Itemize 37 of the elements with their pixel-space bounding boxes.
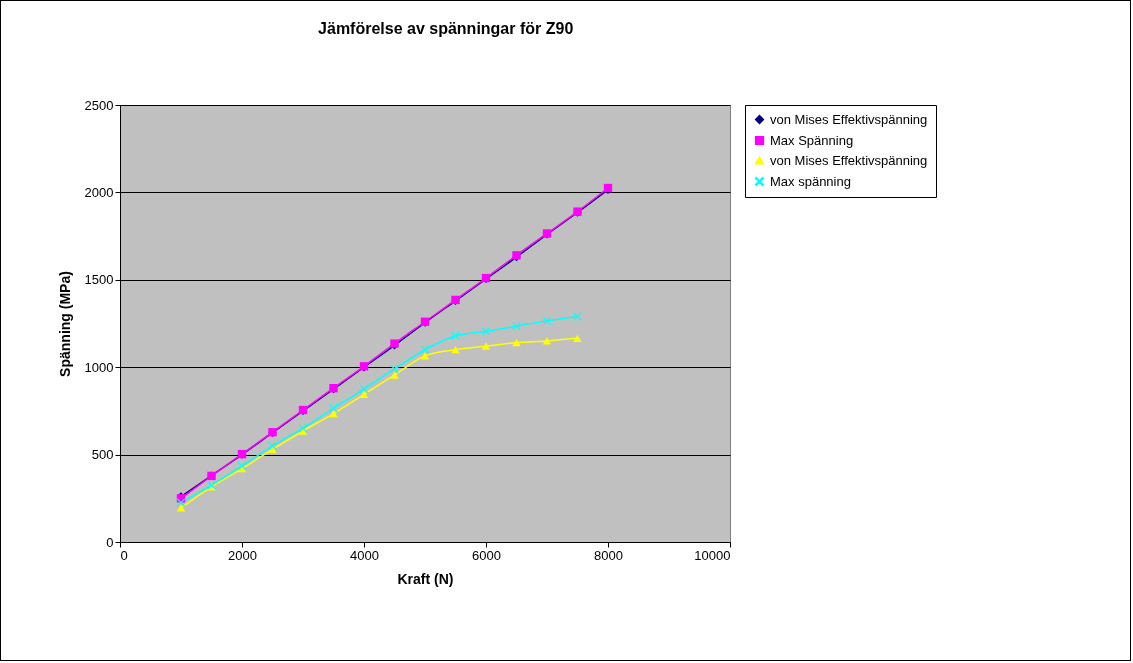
y-tick-label: 500	[91, 447, 114, 463]
y-tick-label: 1500	[84, 272, 114, 288]
y-tick-label: 1000	[84, 359, 114, 375]
point	[542, 337, 552, 345]
point	[176, 498, 186, 507]
point	[329, 409, 338, 418]
point	[268, 441, 277, 451]
y-tick-label: 2500	[84, 97, 114, 113]
legend-label: Max spänning	[770, 173, 851, 189]
y-tick-label: 0	[106, 534, 114, 550]
legend-label: von Mises Effektivspänning	[770, 111, 928, 127]
point	[390, 371, 399, 379]
point	[390, 364, 399, 374]
point	[451, 346, 460, 354]
legend-label: von Mises Effektivspänning	[770, 152, 928, 168]
point	[573, 334, 582, 342]
y-axis-title: Spänning (MPa)	[56, 271, 73, 377]
x-tick-label: 2000	[228, 547, 257, 563]
x-tick-label: 8000	[594, 547, 623, 563]
point	[420, 345, 430, 354]
point	[481, 342, 491, 350]
x-tick-label: 0	[120, 547, 128, 563]
y-tick-label: 2000	[84, 184, 114, 200]
point	[512, 339, 521, 347]
x-tick-label: 10000	[694, 547, 731, 563]
x-tick-label: 4000	[350, 547, 379, 563]
point	[512, 321, 521, 331]
legend-label: Max Spänning	[770, 132, 854, 148]
x-tick-label: 6000	[472, 547, 501, 563]
chart-title: Jämförelse av spänningar för Z90	[318, 20, 574, 37]
point	[359, 390, 369, 398]
point	[481, 327, 491, 336]
point	[329, 404, 338, 413]
point	[176, 504, 186, 512]
point	[451, 331, 460, 340]
point	[268, 445, 277, 453]
x-axis-title: Kraft (N)	[397, 570, 454, 587]
